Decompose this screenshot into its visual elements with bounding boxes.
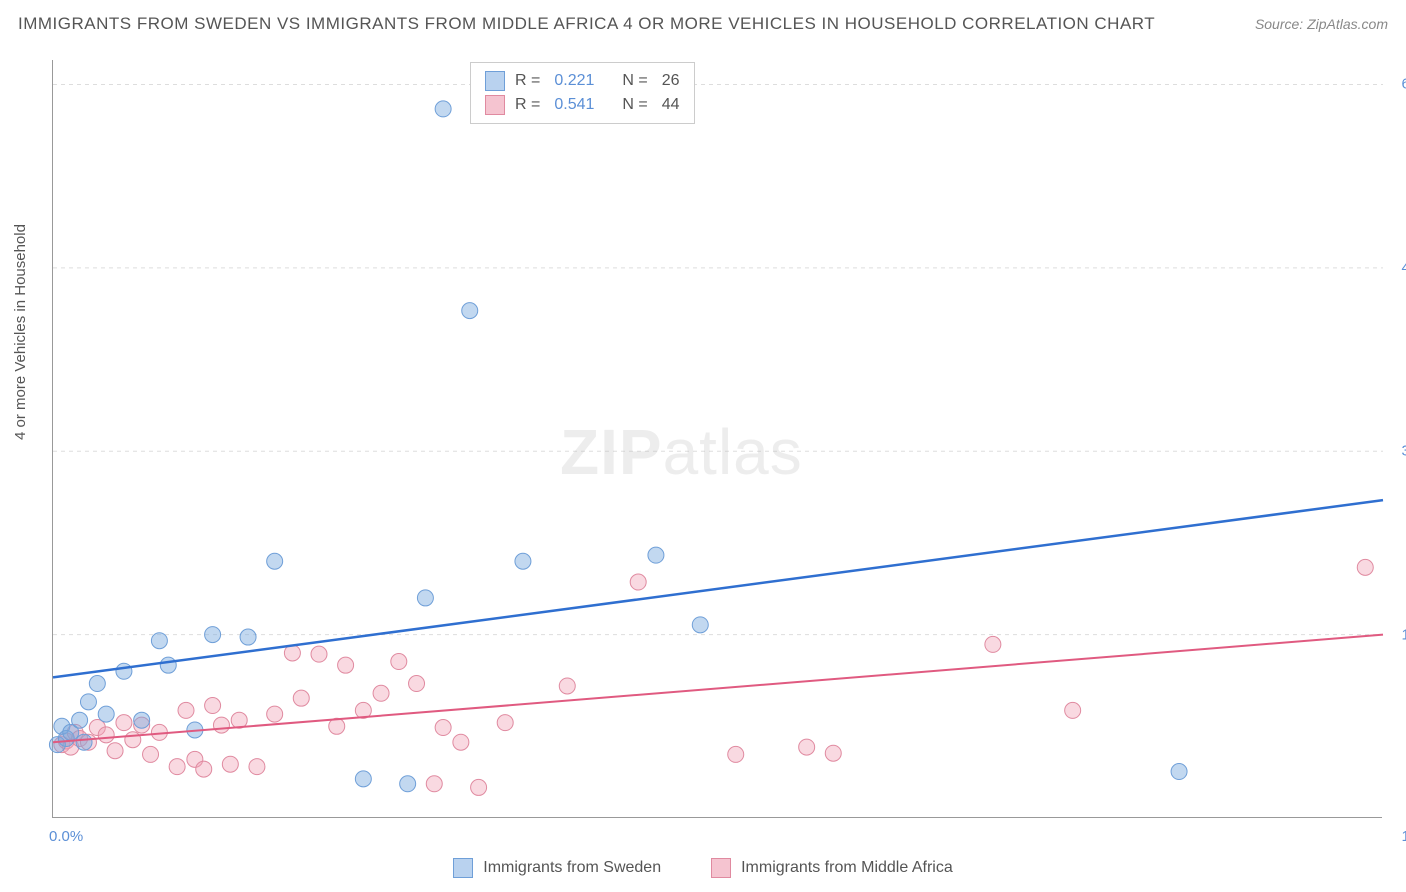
y-tick-label: 15.0%: [1401, 626, 1406, 643]
scatter-plot: 15.0%30.0%45.0%60.0%0.0%15.0%: [52, 60, 1382, 818]
legend: Immigrants from Sweden Immigrants from M…: [0, 858, 1406, 878]
y-tick-label: 45.0%: [1401, 259, 1406, 276]
legend-item-africa: Immigrants from Middle Africa: [711, 858, 953, 878]
chart-header: IMMIGRANTS FROM SWEDEN VS IMMIGRANTS FRO…: [18, 14, 1388, 34]
y-tick-label: 60.0%: [1401, 76, 1406, 93]
x-tick-label: 0.0%: [49, 828, 83, 845]
stats-row-sweden: R = 0.221 N = 26: [485, 69, 680, 93]
legend-label: Immigrants from Sweden: [483, 859, 661, 877]
swatch-sweden-icon: [453, 858, 473, 878]
swatch-sweden: [485, 71, 505, 91]
x-tick-label: 15.0%: [1401, 828, 1406, 845]
swatch-africa-icon: [711, 858, 731, 878]
legend-label: Immigrants from Middle Africa: [741, 859, 953, 877]
source-attribution: Source: ZipAtlas.com: [1255, 16, 1388, 32]
chart-canvas: [53, 60, 1382, 817]
stats-row-africa: R = 0.541 N = 44: [485, 93, 680, 117]
chart-title: IMMIGRANTS FROM SWEDEN VS IMMIGRANTS FRO…: [18, 14, 1155, 34]
y-tick-label: 30.0%: [1401, 443, 1406, 460]
legend-item-sweden: Immigrants from Sweden: [453, 858, 661, 878]
correlation-stats-box: R = 0.221 N = 26 R = 0.541 N = 44: [470, 62, 695, 124]
swatch-africa: [485, 95, 505, 115]
y-axis-label: 4 or more Vehicles in Household: [12, 224, 29, 440]
